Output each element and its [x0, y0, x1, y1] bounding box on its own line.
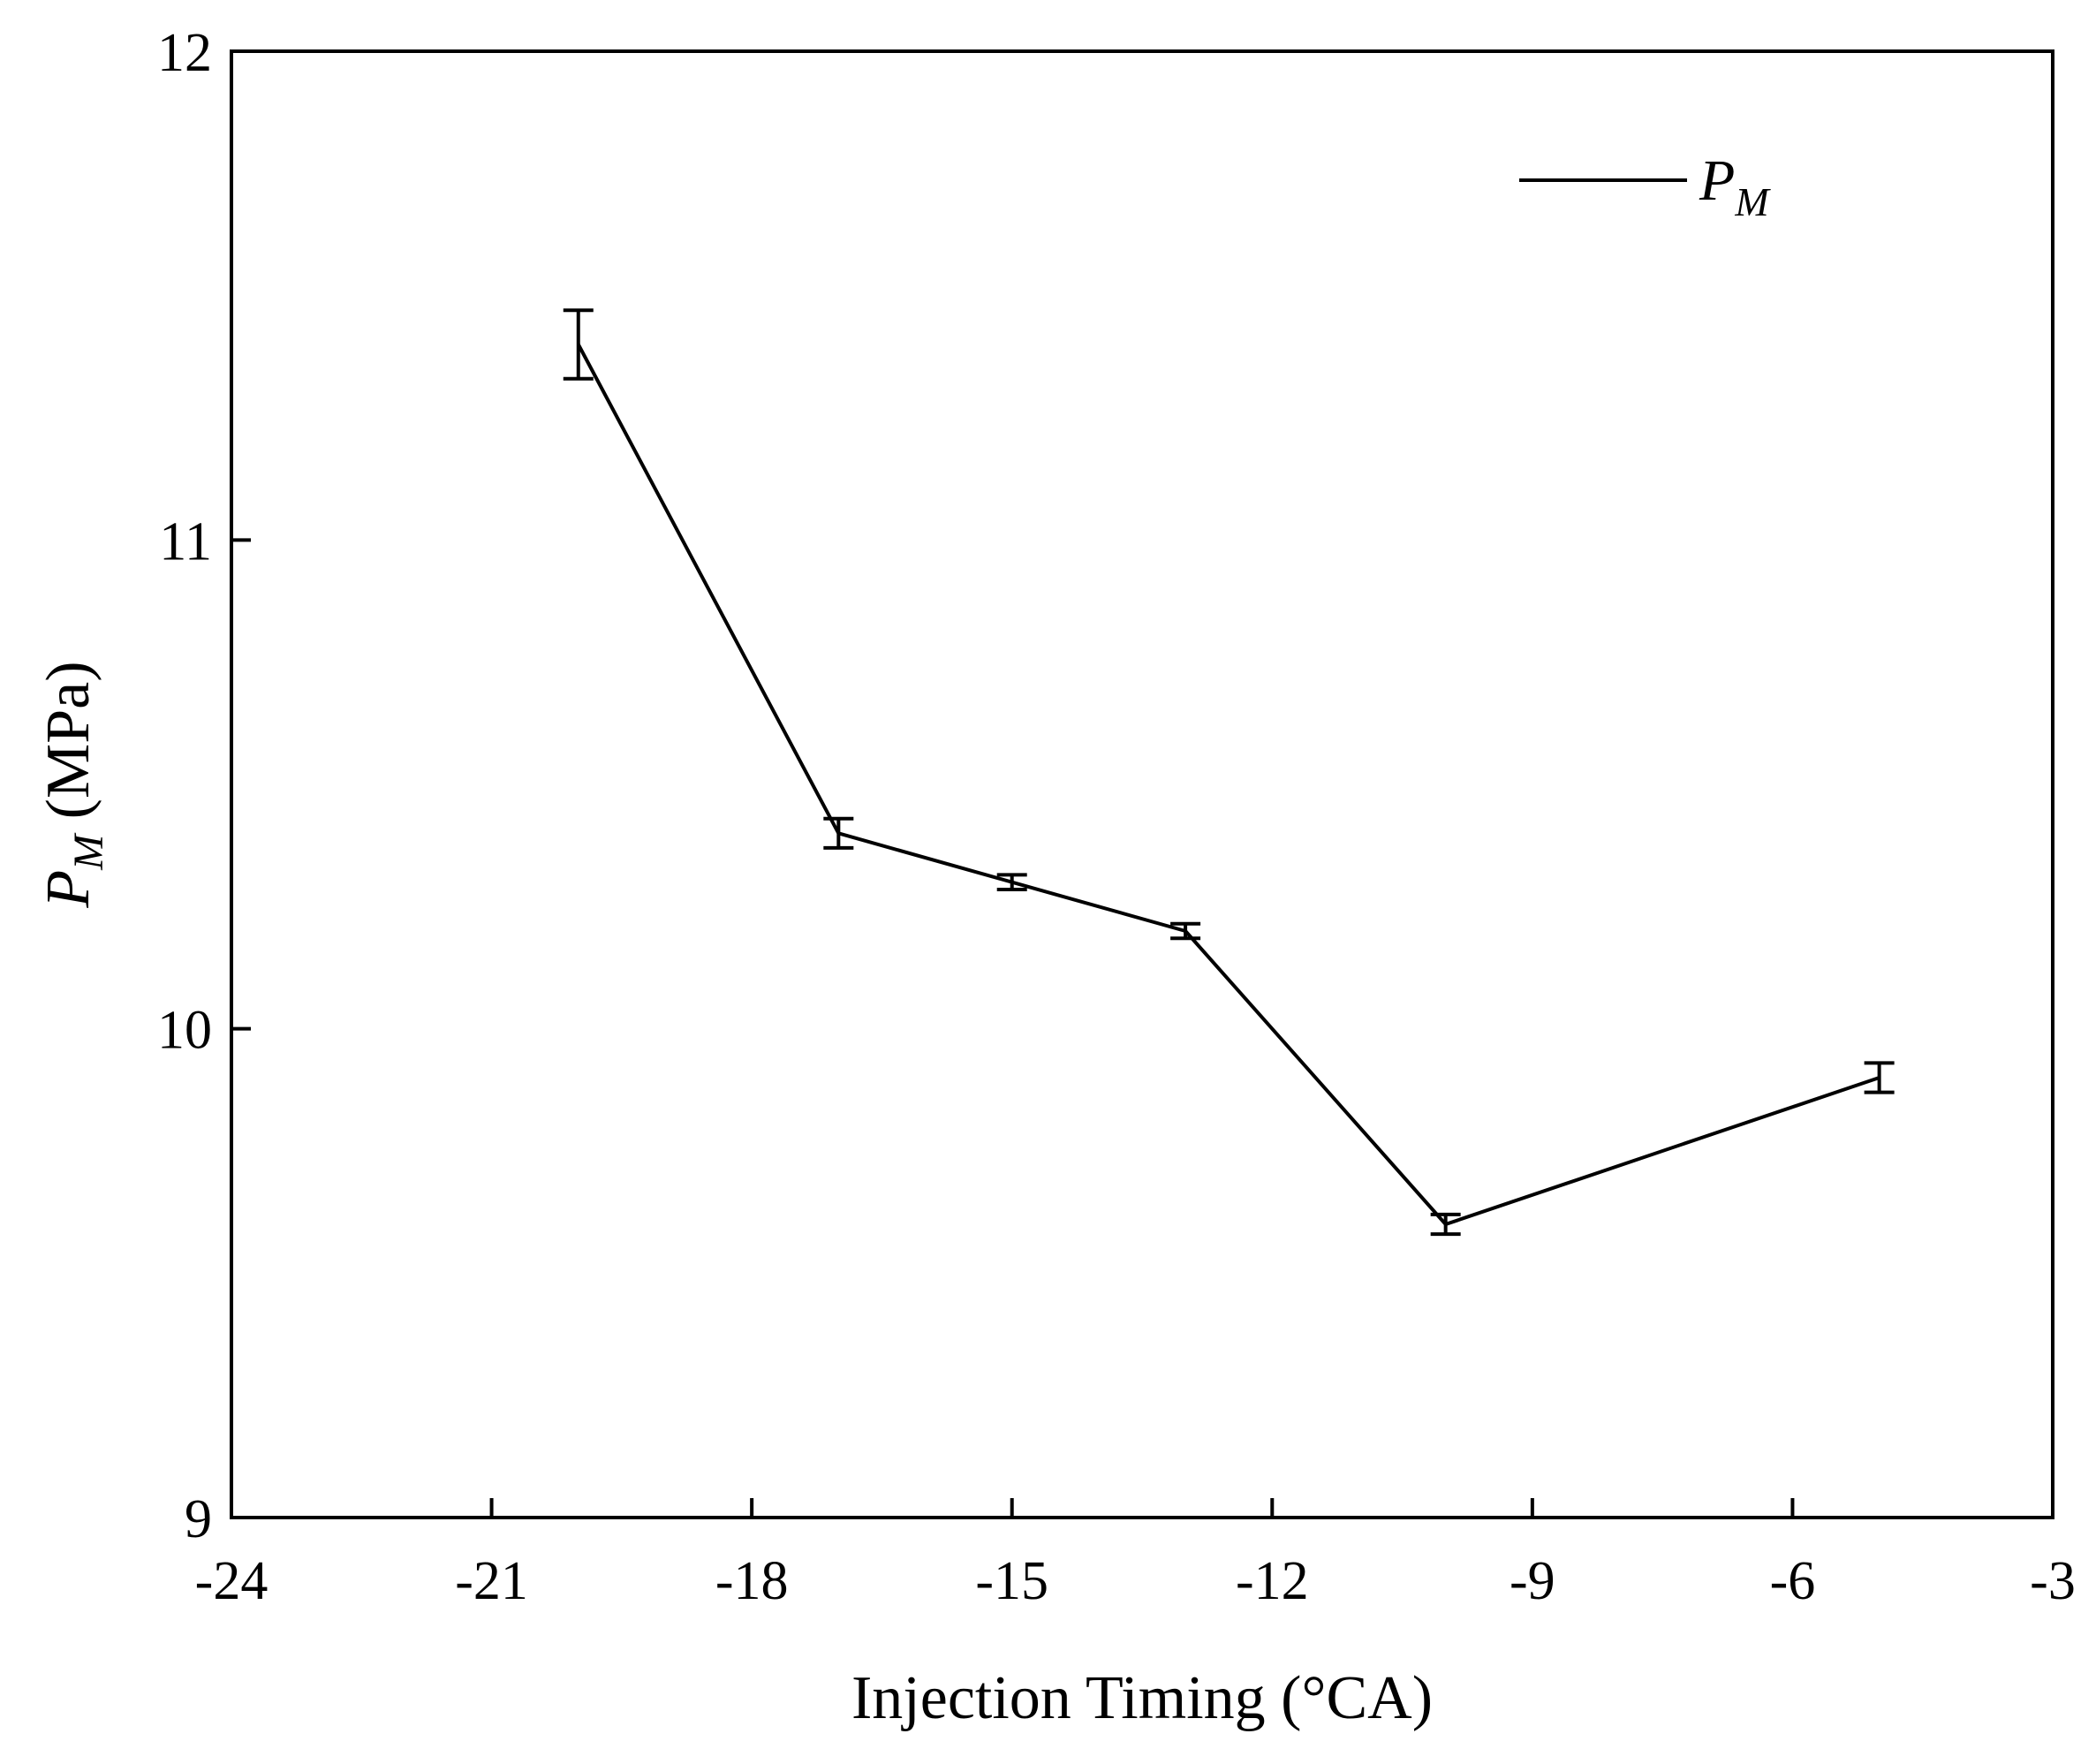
x-tick-label: -9 — [1510, 1551, 1555, 1611]
x-tick-label: -12 — [1236, 1551, 1309, 1611]
series-line-pm — [577, 344, 1880, 1226]
y-tick-label: 10 — [157, 1001, 212, 1061]
x-axis-title: Injection Timing (°CA) — [851, 1664, 1433, 1732]
legend: PM — [1519, 148, 1771, 224]
legend-label: PM — [1699, 148, 1771, 224]
error-bars — [563, 308, 1895, 1237]
ticks — [230, 49, 2054, 1519]
x-tick-label: -6 — [1770, 1551, 1816, 1611]
x-tick-label: -18 — [715, 1551, 789, 1611]
x-tick-label: -21 — [455, 1551, 528, 1611]
y-tick-label: 11 — [159, 511, 212, 572]
x-tick-label: -3 — [2030, 1551, 2076, 1611]
x-tick-label: -15 — [975, 1551, 1048, 1611]
tick-labels: -24 -21 -18 -15 -12 -9 -6 -3 9 10 11 12 — [157, 23, 2076, 1611]
y-axis-title: PM (MPa) — [34, 661, 112, 908]
error-bar — [1864, 1061, 1895, 1094]
x-tick-label: -24 — [195, 1551, 269, 1611]
error-bar — [563, 308, 594, 381]
y-tick-label: 9 — [185, 1489, 212, 1549]
plot-frame — [230, 49, 2054, 1519]
y-tick-label: 12 — [157, 23, 212, 83]
